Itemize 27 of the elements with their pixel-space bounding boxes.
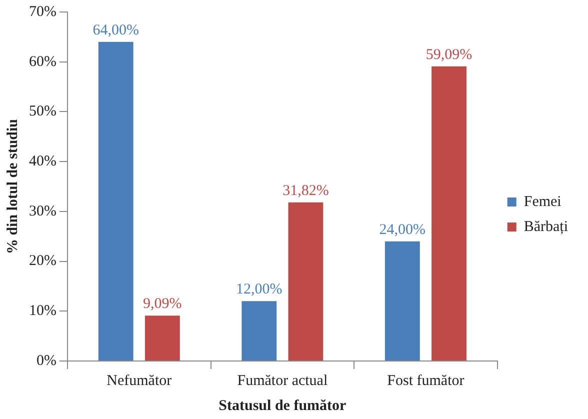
x-tick-label: Nefumător — [106, 372, 172, 389]
data-label: 64,00% — [92, 22, 139, 38]
bar — [384, 241, 420, 360]
data-label: 24,00% — [379, 222, 426, 238]
x-tick-label: Fost fumător — [387, 372, 464, 389]
data-label: 9,09% — [143, 296, 182, 312]
y-tick-label: 50% — [28, 104, 56, 120]
x-axis-title: Statusul de fumător — [218, 398, 347, 414]
bar — [288, 202, 324, 360]
y-tick-label: 10% — [28, 303, 56, 320]
data-label: 31,82% — [282, 182, 329, 199]
y-tick-label: 60% — [28, 54, 56, 70]
y-tick-label: 30% — [28, 203, 56, 220]
bar — [242, 301, 277, 360]
y-tick-label: 20% — [28, 253, 56, 270]
y-axis-title: % din lotul de studiu — [4, 118, 21, 254]
y-tick-label: 70% — [28, 4, 56, 20]
data-label: 12,00% — [236, 282, 282, 298]
bar — [98, 42, 134, 360]
data-label: 59,09% — [426, 46, 472, 63]
y-tick-label: 40% — [28, 154, 56, 170]
bar — [144, 316, 180, 360]
x-tick-label: Fumător actual — [237, 372, 328, 389]
y-tick-label: 0% — [36, 352, 56, 369]
legend-label: Femei — [524, 194, 562, 210]
legend-label: Bărbați — [524, 218, 568, 235]
bar — [432, 66, 466, 360]
